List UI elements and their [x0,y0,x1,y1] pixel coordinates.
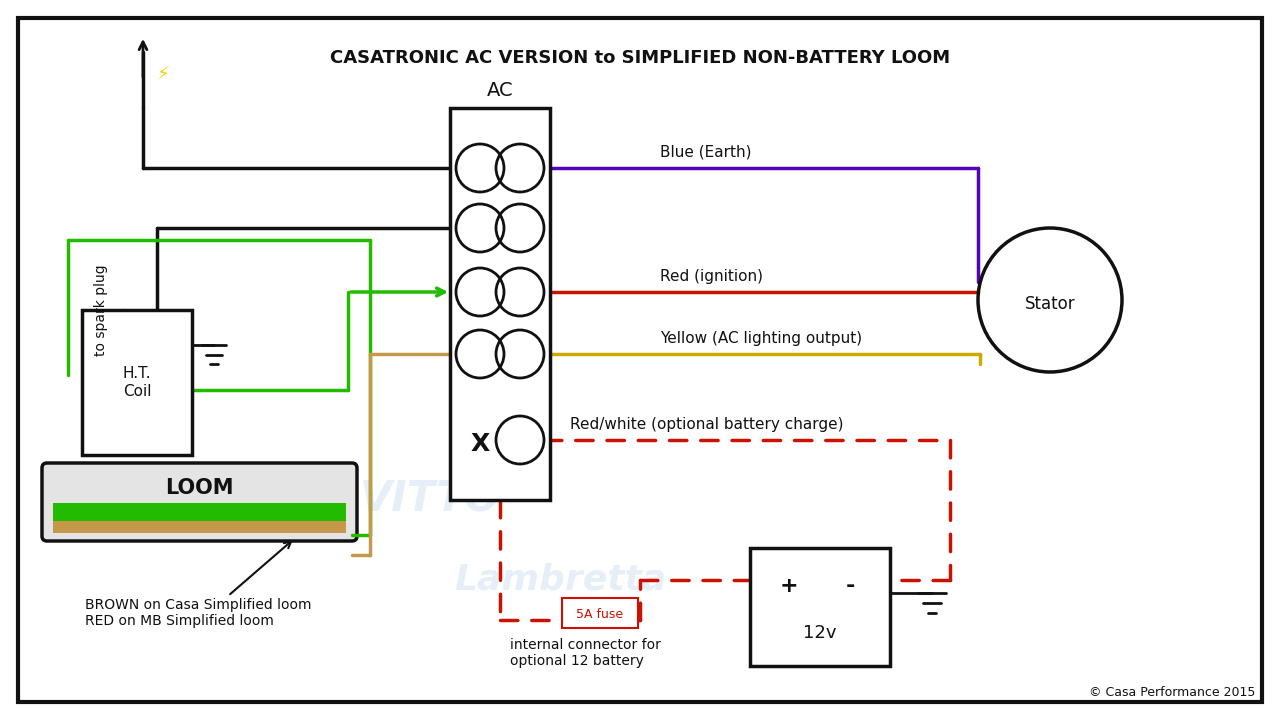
Text: -: - [846,576,855,595]
Text: X: X [470,432,490,456]
Text: H.T.
Coil: H.T. Coil [123,366,151,399]
Text: Red/white (optional battery charge): Red/white (optional battery charge) [570,416,844,431]
Text: AC: AC [486,81,513,99]
FancyBboxPatch shape [562,598,637,628]
FancyBboxPatch shape [42,463,357,541]
FancyBboxPatch shape [82,310,192,455]
Text: Red (ignition): Red (ignition) [660,269,763,284]
Text: CASATRONIC AC VERSION to SIMPLIFIED NON-BATTERY LOOM: CASATRONIC AC VERSION to SIMPLIFIED NON-… [330,49,950,67]
Text: Stator: Stator [1025,295,1075,313]
Text: VITTO: VITTO [360,479,500,521]
Text: Lambretta: Lambretta [454,563,666,597]
Text: Blue (Earth): Blue (Earth) [660,145,751,160]
Text: +: + [780,576,799,595]
Text: LOOM: LOOM [165,478,234,498]
Text: Yellow (AC lighting output): Yellow (AC lighting output) [660,330,863,346]
FancyBboxPatch shape [451,108,550,500]
Text: BROWN on Casa Simplified loom
RED on MB Simplified loom: BROWN on Casa Simplified loom RED on MB … [84,598,311,628]
Text: ⚡: ⚡ [157,66,170,84]
Text: to spark plug: to spark plug [93,264,108,356]
Text: 12v: 12v [804,624,837,642]
FancyBboxPatch shape [52,521,346,534]
Text: © Casa Performance 2015: © Casa Performance 2015 [1088,685,1254,698]
FancyBboxPatch shape [750,548,890,666]
Text: internal connector for
optional 12 battery: internal connector for optional 12 batte… [509,638,660,668]
FancyBboxPatch shape [52,503,346,521]
Text: 5A fuse: 5A fuse [576,608,623,621]
